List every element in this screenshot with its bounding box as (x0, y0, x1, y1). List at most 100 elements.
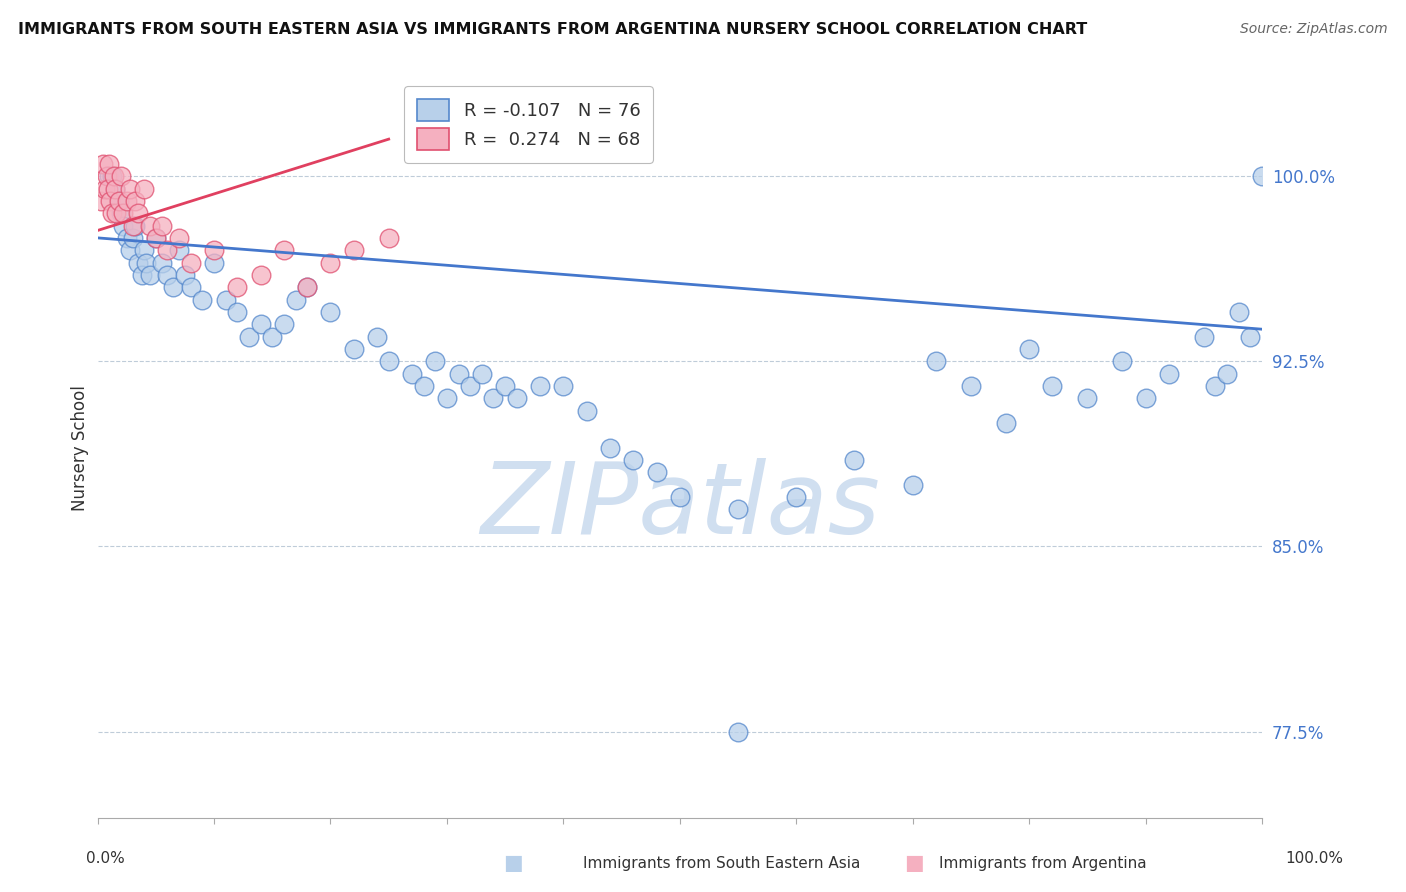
Point (139, 268, 162, 282)
Point (134, 244, 156, 258)
Point (139, 219, 162, 233)
Point (167, 231, 190, 245)
Point (366, 329, 388, 343)
Point (343, 244, 366, 258)
Text: Source: ZipAtlas.com: Source: ZipAtlas.com (1240, 22, 1388, 37)
Point (319, 305, 342, 319)
Point (180, 255, 202, 269)
Point (1251, 169, 1274, 184)
Point (295, 280, 318, 294)
Point (621, 453, 644, 467)
Text: Immigrants from South Eastern Asia: Immigrants from South Eastern Asia (583, 856, 860, 871)
Point (447, 367, 470, 381)
Point (180, 280, 202, 294)
Point (553, 379, 575, 393)
Point (319, 255, 342, 269)
Legend: R = -0.107   N = 76, R =  0.274   N = 68: R = -0.107 N = 76, R = 0.274 N = 68 (404, 87, 652, 163)
Point (104, 181, 127, 195)
Point (191, 293, 214, 307)
Point (401, 367, 423, 381)
Point (100, 206, 122, 220)
Point (226, 280, 249, 294)
Text: ZIPatlas: ZIPatlas (479, 458, 880, 556)
Point (506, 392, 529, 406)
Point (202, 244, 225, 258)
Point (273, 318, 295, 332)
Point (131, 268, 153, 282)
Point (844, 453, 866, 467)
Point (1111, 354, 1133, 368)
Point (100, 169, 122, 184)
Point (120, 244, 142, 258)
Point (93, 181, 115, 195)
Text: 100.0%: 100.0% (1285, 851, 1344, 865)
Point (127, 255, 149, 269)
Point (284, 293, 307, 307)
Point (1227, 305, 1250, 319)
Point (105, 206, 128, 220)
Point (901, 477, 924, 491)
Y-axis label: Nursery School: Nursery School (72, 384, 89, 510)
Text: ■: ■ (904, 854, 924, 873)
Point (98, 157, 121, 171)
Point (107, 194, 129, 208)
Point (273, 244, 295, 258)
Point (156, 244, 179, 258)
Point (96, 169, 118, 184)
Point (1076, 392, 1098, 406)
Point (115, 231, 138, 245)
Point (1204, 379, 1226, 393)
Point (226, 305, 249, 319)
Point (110, 169, 132, 184)
Point (249, 268, 271, 282)
Point (377, 231, 399, 245)
Point (482, 392, 505, 406)
Point (215, 293, 238, 307)
Point (156, 268, 179, 282)
Point (343, 342, 366, 356)
Point (103, 169, 125, 184)
Point (727, 502, 749, 516)
Point (145, 231, 167, 245)
Point (412, 379, 434, 393)
Point (1135, 392, 1157, 406)
Point (104, 181, 127, 195)
Point (110, 206, 132, 220)
Point (1018, 342, 1040, 356)
Point (669, 490, 692, 504)
Point (645, 466, 668, 480)
Point (425, 354, 447, 368)
Point (1239, 329, 1261, 343)
Point (167, 244, 190, 258)
Point (249, 318, 271, 332)
Point (202, 255, 225, 269)
Point (107, 194, 129, 208)
Point (1157, 367, 1180, 381)
Point (115, 194, 138, 208)
Point (1192, 329, 1215, 343)
Point (1042, 379, 1064, 393)
Point (494, 379, 516, 393)
Point (377, 354, 399, 368)
Point (135, 255, 157, 269)
Point (575, 403, 598, 417)
Point (124, 219, 146, 233)
Point (121, 219, 143, 233)
Point (162, 280, 184, 294)
Text: 0.0%: 0.0% (86, 851, 125, 865)
Point (97, 181, 120, 195)
Point (150, 219, 173, 233)
Text: ■: ■ (503, 854, 523, 873)
Point (134, 181, 156, 195)
Text: Immigrants from Argentina: Immigrants from Argentina (939, 856, 1147, 871)
Point (471, 367, 494, 381)
Point (174, 268, 197, 282)
Point (994, 416, 1017, 430)
Point (458, 379, 481, 393)
Text: IMMIGRANTS FROM SOUTH EASTERN ASIA VS IMMIGRANTS FROM ARGENTINA NURSERY SCHOOL C: IMMIGRANTS FROM SOUTH EASTERN ASIA VS IM… (18, 22, 1087, 37)
Point (785, 490, 807, 504)
Point (599, 441, 621, 455)
Point (145, 231, 167, 245)
Point (529, 379, 551, 393)
Point (1216, 367, 1239, 381)
